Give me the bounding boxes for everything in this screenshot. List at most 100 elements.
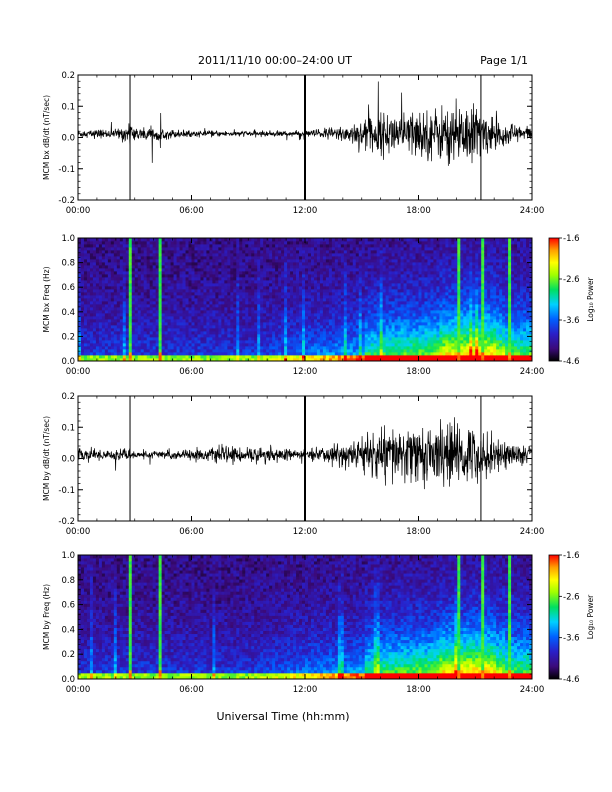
spectrogram-cell [406,274,410,278]
spectrogram-cell [340,247,345,251]
spectrogram-cell [200,283,204,287]
spectrogram-cell [92,304,97,308]
spectrogram-cell [370,346,375,350]
spectrogram-cell [173,292,177,296]
spectrogram-cell [403,271,407,275]
spectrogram-cell [287,346,291,350]
spectrogram-cell [299,355,303,359]
spectrogram-cell [107,277,112,281]
spectrogram-cell [358,316,363,320]
spectrogram-cell [266,247,270,251]
spectrogram-cell [367,343,372,347]
spectrogram-cell [337,331,342,335]
spectrogram-cell [248,247,252,251]
spectrogram-cell [403,340,407,344]
spectrogram-cell [233,304,237,308]
spectrogram-cell [370,292,375,296]
spectrogram-cell [122,265,127,269]
spectrogram-cell [185,301,189,305]
spectrogram-cell [412,340,416,344]
spectrogram-cell [146,274,151,278]
spectrogram-cell [158,310,163,314]
spectrogram-cell [119,334,124,338]
spectrogram-cell [382,358,387,362]
spectrogram-cell [245,352,249,356]
spectrogram-cell [137,346,142,350]
spectrogram-cell [203,259,207,263]
spectrogram-cell [125,250,130,254]
spectrogram-cell [239,256,243,260]
spectrogram-cell [266,310,270,314]
spectrogram-cell [245,355,249,359]
spectrogram-cell [251,295,255,299]
spectrogram-cell [427,304,431,308]
spectrogram-cell [158,259,163,263]
spectrogram-cell [382,265,387,269]
spectrogram-cell [281,340,285,344]
spectrogram-cell [275,358,279,362]
spectrogram-cell [107,295,112,299]
spectrogram-cell [319,271,324,275]
spectrogram-cell [337,256,342,260]
spectrogram-cell [406,238,410,242]
spectrogram-cell [194,358,198,362]
spectrogram-cell [104,301,109,305]
spectrogram-cell [197,280,201,284]
spectrogram-cell [194,319,198,323]
spectrogram-cell [170,337,174,341]
spectrogram-cell [260,289,264,293]
dbdt-trace [77,81,533,166]
spectrogram-cell [89,343,94,347]
spectrogram-cell [358,319,363,323]
spectrogram-cell [307,271,312,275]
spectrogram-cell [113,325,118,329]
spectrogram-cell [242,250,246,254]
spectrogram-cell [334,310,339,314]
spectrogram-cell [263,319,267,323]
spectrogram-cell [224,262,228,266]
spectrogram-cell [113,295,118,299]
spectrogram-cell [302,334,306,338]
spectrogram-cell [257,352,261,356]
spectrogram-cell [412,259,416,263]
spectrogram-cell [149,358,154,362]
spectrogram-cell [167,265,171,269]
spectrogram-cell [107,289,112,293]
spectrogram-cell [328,355,333,359]
spectrogram-cell [116,289,121,293]
spectrogram-cell [83,247,88,251]
spectrogram-cell [173,289,177,293]
spectrogram-cell [302,259,306,263]
spectrogram-cell [343,298,348,302]
spectrogram-cell [263,301,267,305]
spectrogram-cell [352,307,357,311]
spectrogram-cell [325,313,330,317]
spectrogram-cell [325,343,330,347]
spectrogram-cell [427,259,431,263]
spectrogram-cell [152,289,157,293]
spectrogram-cell [173,352,177,356]
spectrogram-cell [125,331,130,335]
spectrogram-cell [152,277,157,281]
spectrogram-cell [367,274,372,278]
y-axis-label: MCM bx dB/dt (nT/sec) [42,95,51,180]
spectrogram-cell [376,265,381,269]
spectrogram-cell [293,241,297,245]
spectrogram-cell [98,244,103,248]
spectrogram-cell [397,307,401,311]
spectrogram-cell [430,280,434,284]
spectrogram-cell [349,328,354,332]
spectrogram-cell [140,256,145,260]
spectrogram-cell [236,298,240,302]
spectrogram-cell [218,322,222,326]
spectrogram-cell [221,331,225,335]
spectrogram-cell [352,259,357,263]
spectrogram-cell [119,340,124,344]
spectrogram-cell [346,259,351,263]
spectrogram-cell [107,304,112,308]
spectrogram-cell [170,307,174,311]
spectrogram-cell [337,325,342,329]
spectrogram-cell [257,295,261,299]
spectrogram-cell [364,265,369,269]
spectrogram-cell [331,298,336,302]
